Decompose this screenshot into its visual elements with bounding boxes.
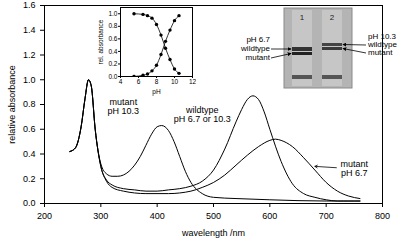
svg-text:0.0: 0.0 bbox=[23, 198, 36, 208]
svg-text:6: 6 bbox=[137, 78, 141, 85]
svg-text:4: 4 bbox=[119, 78, 123, 85]
svg-text:mutant: mutant bbox=[368, 48, 393, 57]
svg-text:200: 200 bbox=[37, 211, 52, 221]
svg-text:0.8: 0.8 bbox=[23, 99, 36, 109]
svg-text:400: 400 bbox=[150, 211, 165, 221]
svg-text:0.4: 0.4 bbox=[23, 149, 36, 159]
svg-text:wavelength /nm: wavelength /nm bbox=[181, 228, 245, 238]
svg-text:1.4: 1.4 bbox=[23, 25, 36, 35]
svg-text:800: 800 bbox=[375, 211, 390, 221]
svg-text:wildtypepH 6.7 or 10.3: wildtypepH 6.7 or 10.3 bbox=[174, 105, 231, 124]
svg-text:0.6: 0.6 bbox=[23, 124, 36, 134]
svg-text:0.8: 0.8 bbox=[108, 22, 117, 29]
svg-text:1.0: 1.0 bbox=[23, 75, 36, 85]
svg-text:pH 6.7: pH 6.7 bbox=[246, 35, 270, 44]
svg-text:pH 10.3: pH 10.3 bbox=[368, 32, 396, 42]
svg-text:1: 1 bbox=[300, 13, 305, 22]
svg-text:2: 2 bbox=[330, 13, 335, 22]
svg-text:mutant: mutant bbox=[246, 53, 271, 62]
svg-text:600: 600 bbox=[262, 211, 277, 221]
svg-text:300: 300 bbox=[93, 211, 108, 221]
svg-text:0.6: 0.6 bbox=[108, 35, 117, 42]
svg-text:500: 500 bbox=[206, 211, 221, 221]
svg-text:0.4: 0.4 bbox=[108, 47, 117, 54]
svg-text:wildtype: wildtype bbox=[368, 40, 397, 50]
svg-text:10: 10 bbox=[171, 78, 179, 85]
svg-text:12: 12 bbox=[189, 78, 197, 85]
svg-text:700: 700 bbox=[319, 211, 334, 221]
svg-text:wildtype: wildtype bbox=[240, 44, 270, 53]
svg-text:rel. absorbance: rel. absorbance bbox=[97, 19, 104, 64]
svg-text:1.2: 1.2 bbox=[23, 50, 36, 60]
svg-text:0.0: 0.0 bbox=[108, 73, 117, 80]
svg-text:0.2: 0.2 bbox=[23, 174, 36, 184]
svg-text:8: 8 bbox=[155, 78, 159, 85]
svg-text:mutantpH 10.3: mutantpH 10.3 bbox=[108, 97, 140, 116]
svg-text:1.0: 1.0 bbox=[108, 10, 117, 17]
svg-text:pH: pH bbox=[152, 88, 161, 96]
svg-text:1.6: 1.6 bbox=[23, 0, 36, 10]
svg-text:0.2: 0.2 bbox=[108, 60, 117, 67]
svg-text:relative absorbance: relative absorbance bbox=[7, 65, 17, 144]
svg-text:mutantpH 6.7: mutantpH 6.7 bbox=[341, 159, 369, 178]
